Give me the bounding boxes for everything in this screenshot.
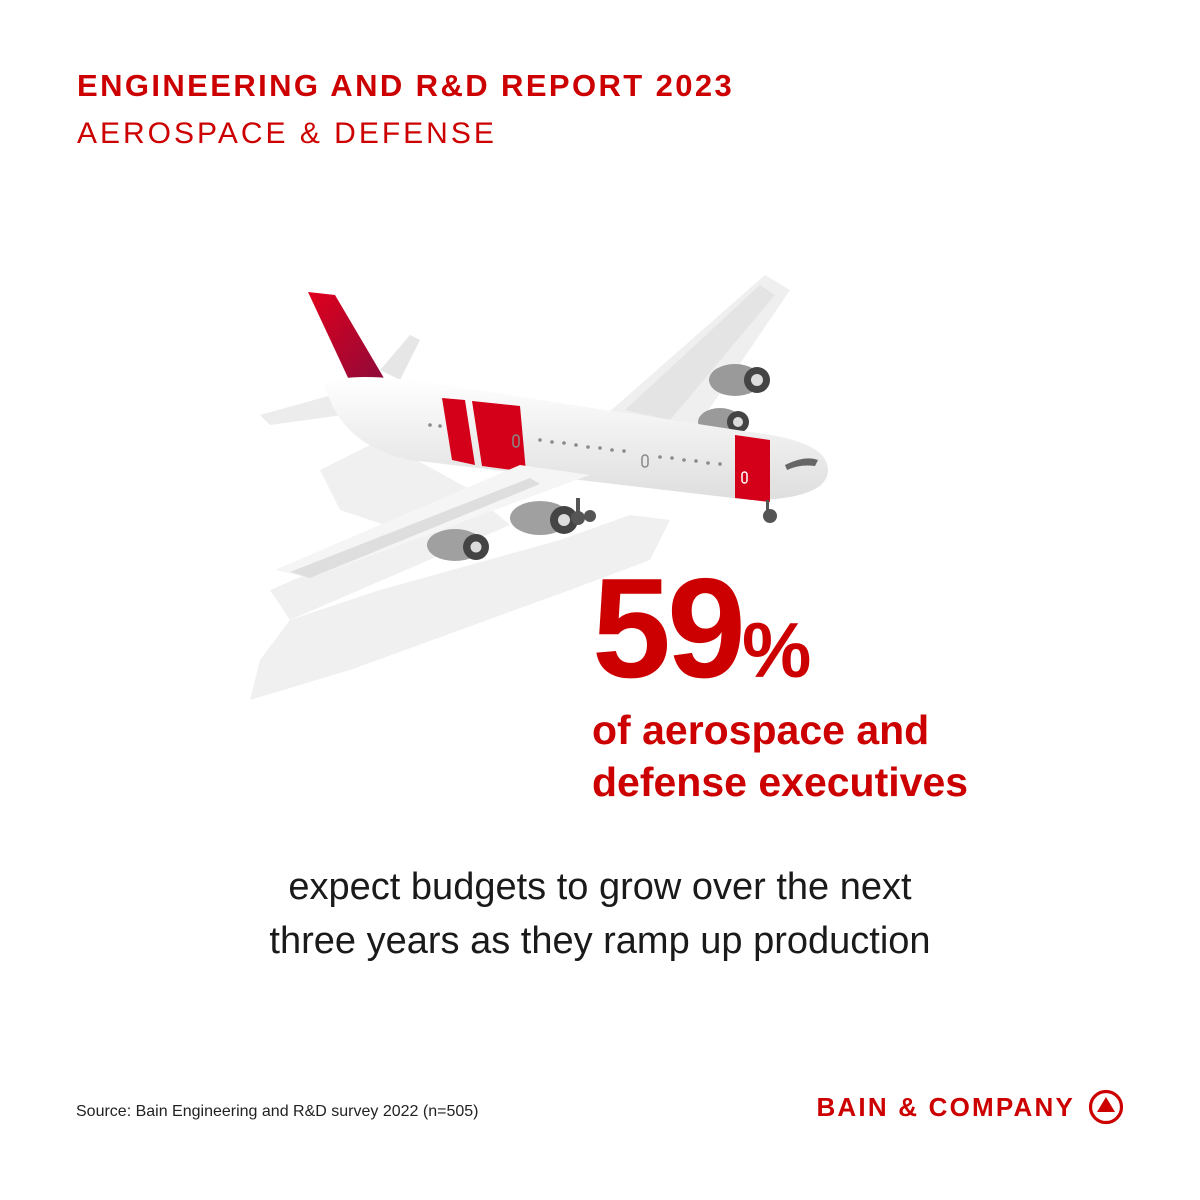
stat-caption-line: of aerospace and	[592, 707, 930, 753]
near-engines	[427, 501, 578, 561]
brand: BAIN & COMPANY	[816, 1088, 1125, 1126]
source-note: Source: Bain Engineering and R&D survey …	[76, 1103, 479, 1120]
bain-logo-icon	[1088, 1089, 1124, 1125]
header: ENGINEERING AND R&D REPORT 2023 AEROSPAC…	[77, 66, 734, 154]
brand-name: BAIN & COMPANY	[816, 1091, 1075, 1122]
report-title: ENGINEERING AND R&D REPORT 2023	[77, 68, 735, 103]
airplane-icon	[250, 275, 829, 700]
body-line: three years as they ramp up production	[269, 920, 931, 962]
stat-caption: of aerospace and defense executives	[592, 704, 968, 808]
report-subtitle: AEROSPACE & DEFENSE	[77, 117, 497, 150]
far-engines	[698, 364, 770, 436]
body-text: expect budgets to grow over the next thr…	[0, 860, 1200, 968]
stat-number: 59	[592, 549, 746, 708]
stat-unit: %	[741, 606, 812, 694]
stat-caption-line: defense executives	[592, 759, 969, 805]
body-line: expect budgets to grow over the next	[288, 866, 912, 908]
stat-block: 59% of aerospace and defense executives	[592, 558, 968, 808]
